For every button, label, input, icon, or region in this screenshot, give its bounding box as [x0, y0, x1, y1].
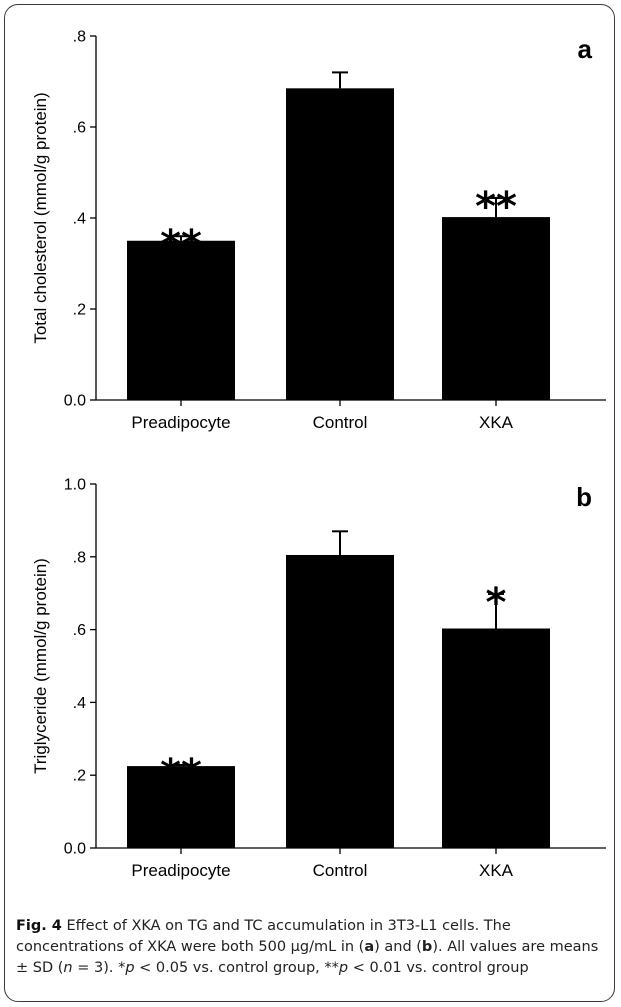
significance-marker: * — [486, 580, 507, 626]
x-tick-label: Control — [313, 413, 368, 432]
caption-ref-a: a — [364, 939, 375, 955]
bar — [442, 217, 550, 400]
significance-marker: ** — [160, 751, 202, 797]
caption-fig-label: Fig. 4 — [16, 918, 62, 934]
y-tick-label: 0.0 — [64, 393, 86, 410]
significance-marker: ** — [475, 184, 517, 230]
y-tick-label: .2 — [73, 768, 86, 785]
x-tick-label: Preadipocyte — [131, 413, 230, 432]
caption-text-1: Effect of XKA on TG and TC accumulation … — [16, 918, 511, 955]
significance-marker: ** — [160, 222, 202, 268]
caption-text-6: < 0.01 vs. control group — [348, 960, 529, 976]
bar — [286, 88, 394, 400]
panel-letter: a — [578, 34, 593, 64]
y-tick-label: .6 — [73, 120, 86, 137]
caption-text-3: ). All values are means ± SD ( — [16, 939, 599, 976]
y-tick-label: 0.0 — [64, 841, 86, 858]
y-tick-label: 1.0 — [64, 477, 86, 494]
x-tick-label: Preadipocyte — [131, 861, 230, 880]
x-tick-label: XKA — [479, 413, 514, 432]
y-tick-label: .2 — [73, 302, 86, 319]
caption-text-4: = 3). * — [72, 960, 126, 976]
y-tick-label: .4 — [73, 211, 86, 228]
y-tick-label: .8 — [73, 549, 86, 566]
caption-text-2: ) and ( — [374, 939, 422, 955]
x-tick-label: Control — [313, 861, 368, 880]
y-axis-label: Total cholesterol (mmol/g protein) — [31, 92, 50, 343]
y-tick-label: .4 — [73, 695, 86, 712]
x-tick-label: XKA — [479, 861, 514, 880]
y-tick-label: .8 — [73, 29, 86, 46]
panel-letter: b — [576, 482, 592, 512]
caption-ref-b: b — [421, 939, 433, 955]
bar — [127, 766, 235, 848]
caption-text-5: < 0.05 vs. control group, ** — [134, 960, 339, 976]
bar — [442, 628, 550, 848]
figure-charts: 0.0 .2 .4 .6 .8 Total cholesterol (mmol/g pro… — [31, 29, 606, 880]
bar — [286, 554, 394, 848]
caption-p-var-2: p — [338, 960, 349, 976]
bar — [127, 240, 235, 400]
figure-caption: Fig. 4 Effect of XKA on TG and TC accumu… — [16, 916, 606, 979]
y-tick-label: .6 — [73, 622, 86, 639]
caption-n-var: n — [63, 960, 73, 976]
caption-p-var-1: p — [125, 960, 135, 976]
y-axis-label: Triglyceride (mmol/g protein) — [31, 558, 50, 774]
